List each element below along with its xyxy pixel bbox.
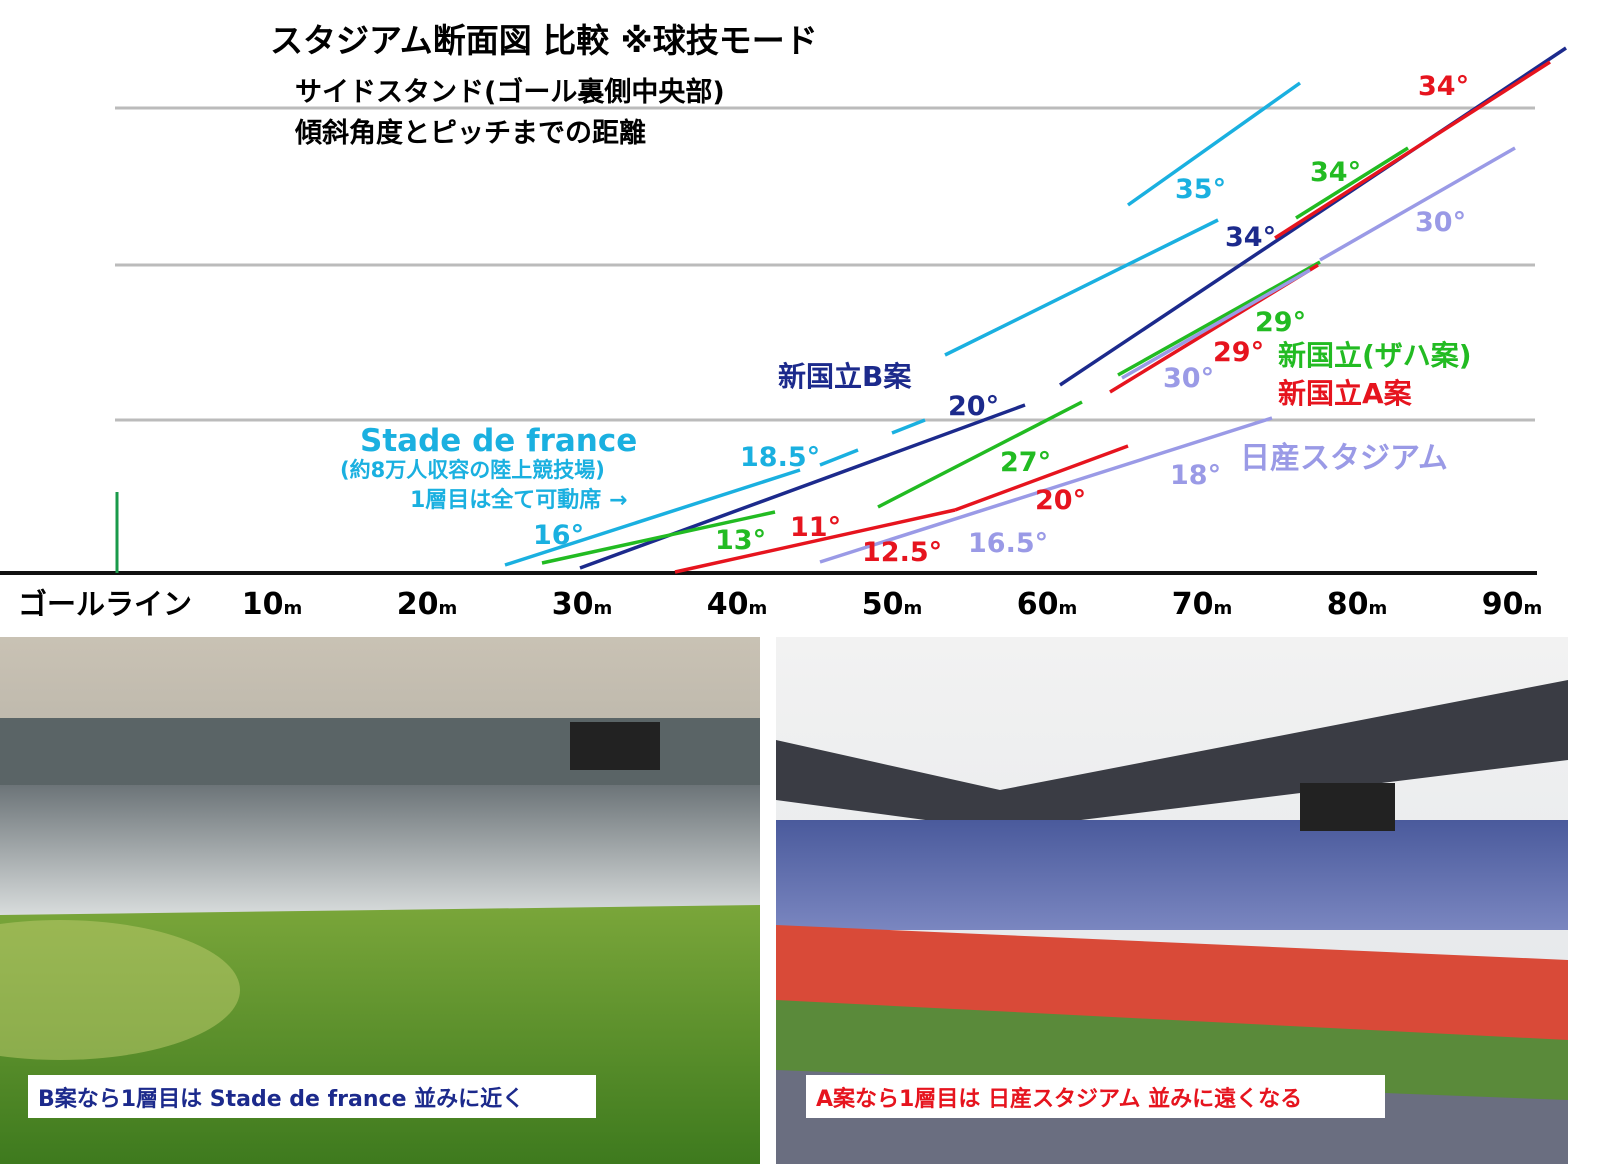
subtitle: サイドスタンド(ゴール裏側中央部) — [295, 76, 725, 108]
tick-unit: m — [1368, 598, 1387, 619]
tick-unit: m — [903, 598, 922, 619]
tick-number: 30 — [552, 587, 594, 622]
tick-number: 80 — [1327, 587, 1369, 622]
profiles — [504, 46, 1567, 574]
angle-label: 30° — [1163, 363, 1214, 394]
legend-label: Stade de france — [360, 423, 637, 459]
angle-label: 30° — [1415, 207, 1466, 238]
x-tick-label: 50m — [862, 587, 923, 622]
tick-unit: m — [1058, 598, 1077, 619]
tick-number: 20 — [397, 587, 439, 622]
x-tick-label: 80m — [1327, 587, 1388, 622]
x-tick-label: 30m — [552, 587, 613, 622]
angle-label: 29° — [1213, 337, 1264, 368]
tick-unit: m — [1213, 598, 1232, 619]
tick-unit: m — [748, 598, 767, 619]
angle-label: 34° — [1418, 71, 1469, 102]
tick-number: 70 — [1172, 587, 1214, 622]
angle-label: 16.5° — [968, 528, 1048, 559]
legend-note: 1層目は全て可動席 → — [410, 487, 627, 513]
angle-label: 35° — [1175, 174, 1226, 205]
angle-label: 34° — [1225, 222, 1276, 253]
tick-number: 50 — [862, 587, 904, 622]
legend-note: (約8万人収容の陸上競技場) — [340, 458, 605, 482]
x-tick-label: 90m — [1482, 587, 1543, 622]
legend-label: 新国立(ザハ案) — [1278, 339, 1472, 372]
tick-unit: m — [283, 598, 302, 619]
x-tick-label: 70m — [1172, 587, 1233, 622]
title: スタジアム断面図 比較 ※球技モード — [270, 21, 818, 60]
angle-label: 29° — [1255, 307, 1306, 338]
photo-caption: B案なら1層目は Stade de france 並みに近く — [38, 1086, 524, 1112]
tick-number: 90 — [1482, 587, 1524, 622]
legend-label: 新国立A案 — [1278, 377, 1413, 410]
angle-label: 18.5° — [740, 442, 820, 473]
x-tick-label: 20m — [397, 587, 458, 622]
x-tick-label: 60m — [1017, 587, 1078, 622]
tick-unit: m — [1523, 598, 1542, 619]
tick-number: 10 — [242, 587, 284, 622]
angle-label: 18° — [1170, 460, 1221, 491]
legend-label: 新国立B案 — [778, 360, 912, 393]
tick-unit: m — [593, 598, 612, 619]
caption-box — [806, 1075, 1385, 1118]
axis-origin-label: ゴールライン — [18, 587, 192, 621]
caption-box — [28, 1075, 596, 1118]
angle-label: 27° — [1000, 447, 1051, 478]
legend-label: 日産スタジアム — [1240, 441, 1448, 476]
subtitle: 傾斜角度とピッチまでの距離 — [294, 117, 646, 149]
angle-label: 20° — [948, 391, 999, 422]
axis-ticks: 10m 20m 30m 40m 50m 60m 70m 80m 90m — [242, 587, 1543, 622]
photo-caption: A案なら1層目は 日産スタジアム 並みに遠くなる — [816, 1086, 1302, 1112]
x-tick-label: 10m — [242, 587, 303, 622]
x-tick-label: 40m — [707, 587, 768, 622]
grid — [115, 106, 1535, 422]
tick-number: 60 — [1017, 587, 1059, 622]
angle-label: 16° — [533, 520, 584, 551]
angle-label: 34° — [1310, 157, 1361, 188]
tick-number: 40 — [707, 587, 749, 622]
angle-label: 12.5° — [862, 537, 942, 568]
tick-unit: m — [438, 598, 457, 619]
angle-label: 13° — [715, 525, 766, 556]
angle-label: 20° — [1035, 485, 1086, 516]
angle-label: 11° — [790, 512, 841, 543]
